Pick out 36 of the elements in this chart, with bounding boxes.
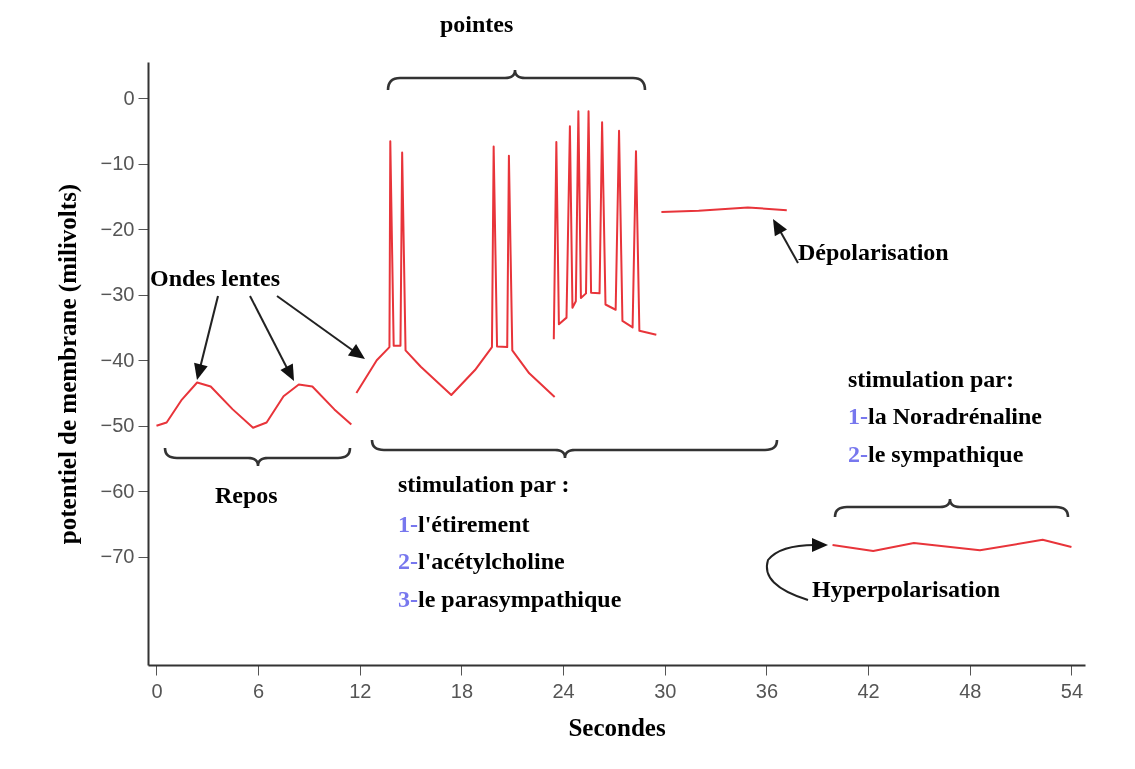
line-series xyxy=(831,538,1073,552)
x-tick-label: 36 xyxy=(755,679,779,702)
annotation: stimulation par : xyxy=(398,471,570,497)
annotation: 1-la Noradrénaline xyxy=(848,403,1042,429)
x-tick-label: 12 xyxy=(349,679,372,702)
y-tick-label: −10 xyxy=(100,152,135,175)
y-axis-title: potentiel de membrane (milivolts) xyxy=(53,183,82,545)
annotation: 3-le parasympathique xyxy=(398,586,622,612)
y-tick-label: −70 xyxy=(100,545,135,568)
x-tick-label: 54 xyxy=(1060,679,1084,702)
y-tick-label: −60 xyxy=(100,479,135,502)
text: pointes xyxy=(440,11,514,37)
y-tick-label: −30 xyxy=(100,283,135,306)
x-tick-label: 42 xyxy=(857,679,880,702)
x-tick-label: 30 xyxy=(654,679,677,702)
x-tick-label: 6 xyxy=(253,679,265,702)
line-series xyxy=(552,110,658,341)
line-series xyxy=(155,381,353,429)
y-tick-label: −40 xyxy=(100,348,135,371)
annotation: Hyperpolarisation xyxy=(812,576,1001,602)
y-tick-label: −20 xyxy=(100,217,135,240)
x-tick-label: 18 xyxy=(450,679,474,702)
y-tick-label: 0 xyxy=(123,86,135,109)
x-tick-label: 48 xyxy=(959,679,982,702)
annotation: 2-l'acétylcholine xyxy=(398,548,565,574)
annotation: stimulation par: xyxy=(848,366,1015,392)
y-tick-label: −50 xyxy=(100,414,135,437)
annotation: Repos xyxy=(215,482,278,508)
x-tick-label: 0 xyxy=(151,679,163,702)
annotation: Dépolarisation xyxy=(798,239,949,265)
annotation: 1-l'étirement xyxy=(398,511,530,537)
line-series xyxy=(355,140,556,398)
annotation: Ondes lentes xyxy=(150,265,281,291)
x-axis-title: Secondes xyxy=(568,713,666,741)
annotation: 2-le sympathique xyxy=(848,441,1024,467)
x-tick-label: 24 xyxy=(552,679,575,702)
